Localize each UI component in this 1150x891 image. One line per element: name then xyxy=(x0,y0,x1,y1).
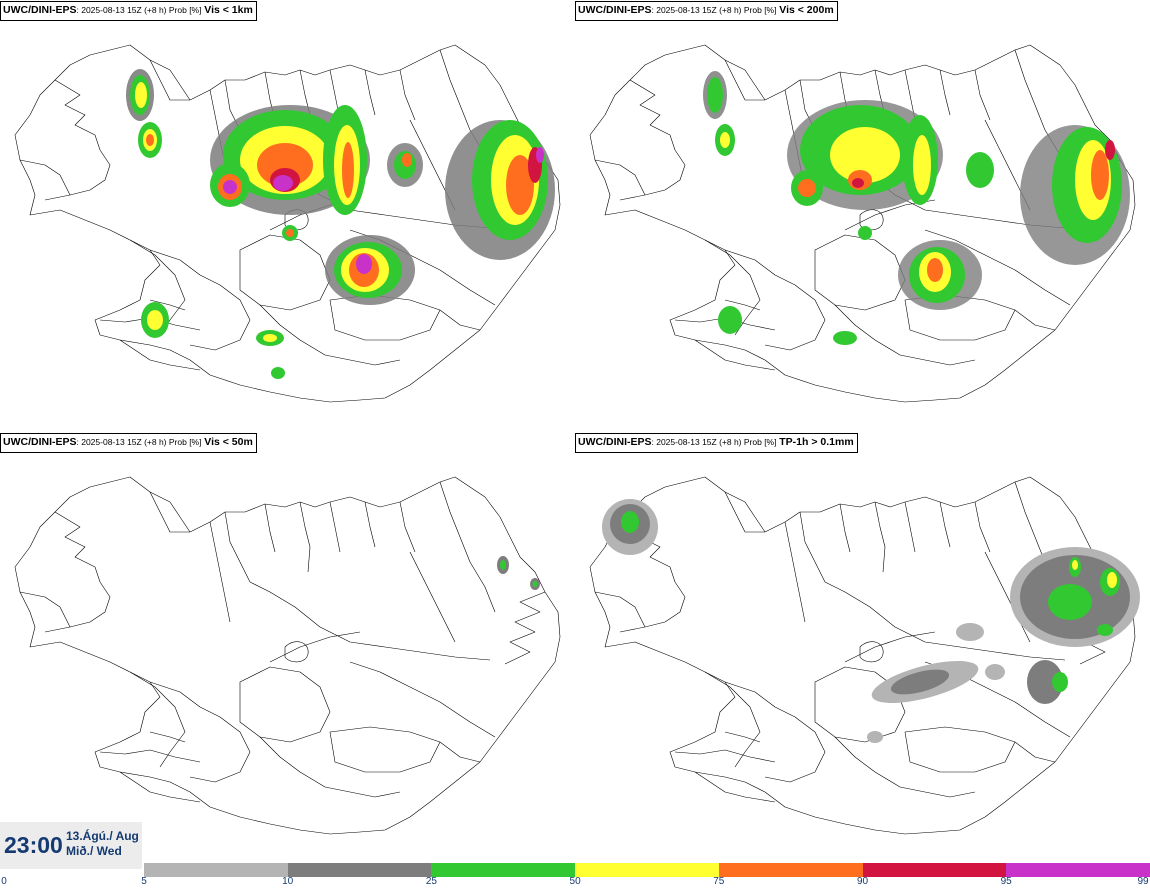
panel-title: UWC/DINI-EPS: 2025-08-13 15Z (+8 h) Prob… xyxy=(575,433,858,453)
colorbar-tick-label: 95 xyxy=(1000,876,1012,887)
colorbar-tick-label: 50 xyxy=(569,876,581,887)
run-info: : 2025-08-13 15Z (+8 h) Prob [%] xyxy=(76,437,202,447)
colorbar-segment xyxy=(862,863,1007,877)
colorbar-segment xyxy=(1006,863,1150,877)
iceland-map xyxy=(589,44,1136,403)
model-name: UWC/DINI-EPS xyxy=(3,436,77,448)
colorbar-tick-label: 25 xyxy=(425,876,437,887)
iceland-map xyxy=(14,476,561,835)
field-name: Vis < 200m xyxy=(779,4,834,16)
model-name: UWC/DINI-EPS xyxy=(3,4,77,16)
colorbar-tick-label: 0 xyxy=(1,876,7,887)
run-info: : 2025-08-13 15Z (+8 h) Prob [%] xyxy=(76,5,202,15)
colorbar-tick-label: 10 xyxy=(282,876,294,887)
model-name: UWC/DINI-EPS xyxy=(578,436,652,448)
colorbar-segment xyxy=(431,863,576,877)
colorbar-tick-label: 75 xyxy=(713,876,725,887)
colorbar-segment xyxy=(144,863,289,877)
valid-date: 13.Ágú./ Aug Mið./ Wed xyxy=(66,829,139,859)
model-name: UWC/DINI-EPS xyxy=(578,4,652,16)
map-panel-vis-1km: UWC/DINI-EPS: 2025-08-13 15Z (+8 h) Prob… xyxy=(0,0,575,430)
run-info: : 2025-08-13 15Z (+8 h) Prob [%] xyxy=(651,437,777,447)
valid-date-line2: Mið./ Wed xyxy=(66,844,122,858)
panel-title: UWC/DINI-EPS: 2025-08-13 15Z (+8 h) Prob… xyxy=(0,433,257,453)
valid-date-line1: 13.Ágú./ Aug xyxy=(66,829,139,843)
field-name: Vis < 50m xyxy=(204,436,253,448)
run-info: : 2025-08-13 15Z (+8 h) Prob [%] xyxy=(651,5,777,15)
iceland-map xyxy=(14,44,561,403)
valid-time-box: 23:00 13.Ágú./ Aug Mið./ Wed xyxy=(0,822,142,869)
map-panel-vis-200m: UWC/DINI-EPS: 2025-08-13 15Z (+8 h) Prob… xyxy=(575,0,1150,430)
map-panel-tp-1h: UWC/DINI-EPS: 2025-08-13 15Z (+8 h) Prob… xyxy=(575,432,1150,862)
field-name: TP-1h > 0.1mm xyxy=(779,436,854,448)
panel-title: UWC/DINI-EPS: 2025-08-13 15Z (+8 h) Prob… xyxy=(575,1,838,21)
colorbar-tick-label: 5 xyxy=(141,876,147,887)
colorbar-segment xyxy=(718,863,863,877)
field-name: Vis < 1km xyxy=(204,4,253,16)
colorbar-segment xyxy=(287,863,432,877)
probability-colorbar xyxy=(144,863,1150,877)
valid-time: 23:00 xyxy=(4,832,63,858)
colorbar-segment xyxy=(575,863,720,877)
iceland-map xyxy=(589,476,1140,835)
colorbar-tick-label: 90 xyxy=(856,876,869,887)
panel-title: UWC/DINI-EPS: 2025-08-13 15Z (+8 h) Prob… xyxy=(0,1,257,21)
colorbar-tick-label: 99 xyxy=(1137,876,1149,887)
map-panel-vis-50m: UWC/DINI-EPS: 2025-08-13 15Z (+8 h) Prob… xyxy=(0,432,575,862)
